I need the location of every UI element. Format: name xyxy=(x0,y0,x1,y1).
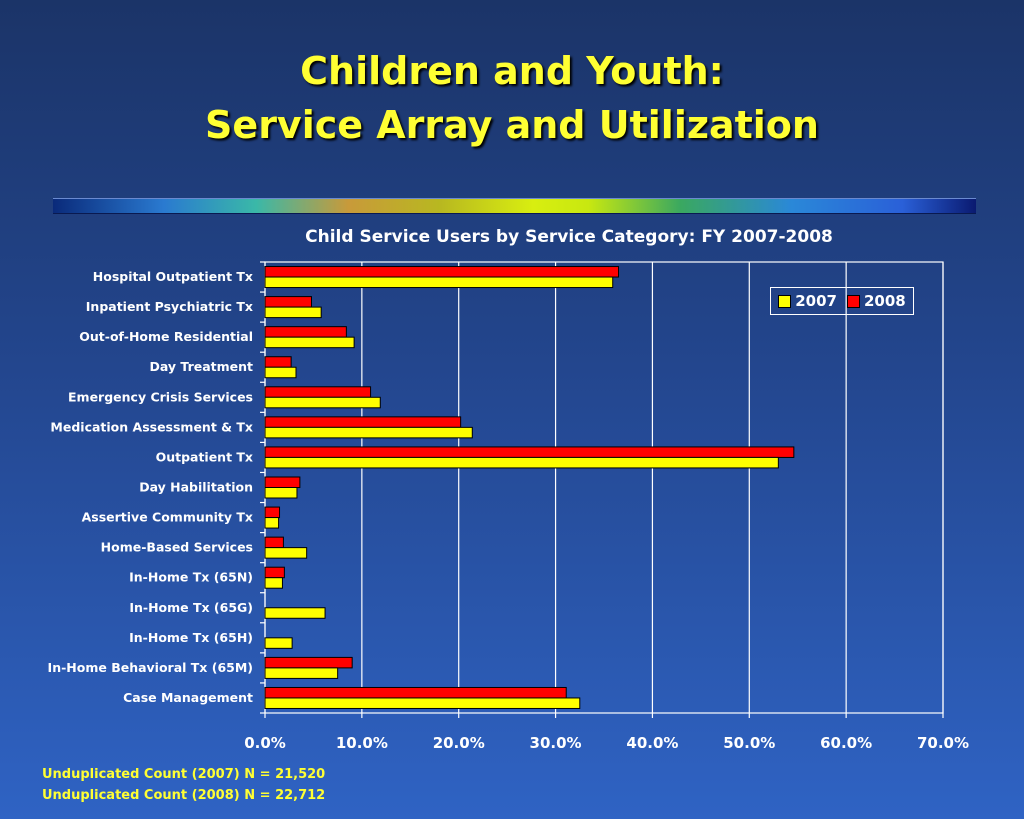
legend-swatch-2007 xyxy=(778,294,792,308)
category-label: In-Home Tx (65N) xyxy=(129,570,253,585)
chart-legend: 2007 2008 xyxy=(770,287,914,315)
category-label: In-Home Tx (65H) xyxy=(129,630,253,645)
category-label: Inpatient Psychiatric Tx xyxy=(86,299,253,314)
category-label: In-Home Tx (65G) xyxy=(129,600,253,615)
bar-2008 xyxy=(264,326,347,338)
bar-2008 xyxy=(264,446,795,458)
legend-label-2007: 2007 xyxy=(795,292,837,310)
bar-2007 xyxy=(264,487,298,499)
category-label: Emergency Crisis Services xyxy=(68,389,253,404)
category-label: Case Management xyxy=(123,690,253,705)
count-note-2008: Unduplicated Count (2008) N = 22,712 xyxy=(42,788,326,803)
legend-label-2008: 2008 xyxy=(864,292,906,310)
category-label: Medication Assessment & Tx xyxy=(50,419,253,434)
bar-2007 xyxy=(264,426,473,439)
category-label: Out-of-Home Residential xyxy=(79,329,253,344)
legend-swatch-2008 xyxy=(847,294,860,308)
x-tick-label: 40.0% xyxy=(626,734,678,752)
bar-2007 xyxy=(264,577,283,589)
gradient-divider xyxy=(53,198,976,214)
bar-2008 xyxy=(264,656,353,669)
bar-2007 xyxy=(264,547,308,559)
x-tick-label: 60.0% xyxy=(820,734,872,752)
bar-2008 xyxy=(264,296,312,308)
bar-2007 xyxy=(264,667,339,679)
bar-2008 xyxy=(264,416,462,428)
bar-2007 xyxy=(264,517,280,529)
x-tick-label: 50.0% xyxy=(723,734,775,752)
legend-item-2008: 2008 xyxy=(847,292,906,310)
plot-area xyxy=(264,261,944,714)
bar-2007 xyxy=(264,396,381,409)
bar-2008 xyxy=(264,266,620,278)
bar-2008 xyxy=(264,386,372,398)
bar-2008 xyxy=(264,536,284,549)
slide-title-line2: Service Array and Utilization xyxy=(205,103,819,147)
category-label: Outpatient Tx xyxy=(156,449,253,464)
category-label: Home-Based Services xyxy=(101,540,253,555)
legend-item-2007: 2007 xyxy=(778,292,837,310)
bar-2008 xyxy=(264,506,281,519)
bar-2008 xyxy=(264,476,301,488)
bar-2007 xyxy=(264,276,614,289)
bar-2008 xyxy=(264,686,567,699)
x-tick-label: 30.0% xyxy=(530,734,582,752)
category-label: Day Treatment xyxy=(149,359,253,374)
bar-2007 xyxy=(264,366,297,379)
category-label: Assertive Community Tx xyxy=(82,510,253,525)
bar-2008 xyxy=(264,566,285,579)
category-label: Day Habilitation xyxy=(139,480,253,495)
count-note-2007: Unduplicated Count (2007) N = 21,520 xyxy=(42,767,326,782)
bar-2007 xyxy=(264,306,322,319)
x-tick-label: 70.0% xyxy=(917,734,969,752)
x-tick-label: 0.0% xyxy=(244,734,286,752)
bar-2007 xyxy=(264,336,355,349)
x-tick-label: 20.0% xyxy=(433,734,485,752)
chart-title: Child Service Users by Service Category:… xyxy=(305,227,833,247)
bar-2008 xyxy=(264,356,292,368)
bar-2007 xyxy=(264,607,326,619)
category-label: Hospital Outpatient Tx xyxy=(93,269,253,284)
bar-2007 xyxy=(264,637,293,649)
slide-title-line1: Children and Youth: xyxy=(300,49,724,93)
bar-2007 xyxy=(264,697,581,709)
x-tick-label: 10.0% xyxy=(336,734,388,752)
bar-2007 xyxy=(264,456,779,469)
category-label: In-Home Behavioral Tx (65M) xyxy=(48,660,253,675)
